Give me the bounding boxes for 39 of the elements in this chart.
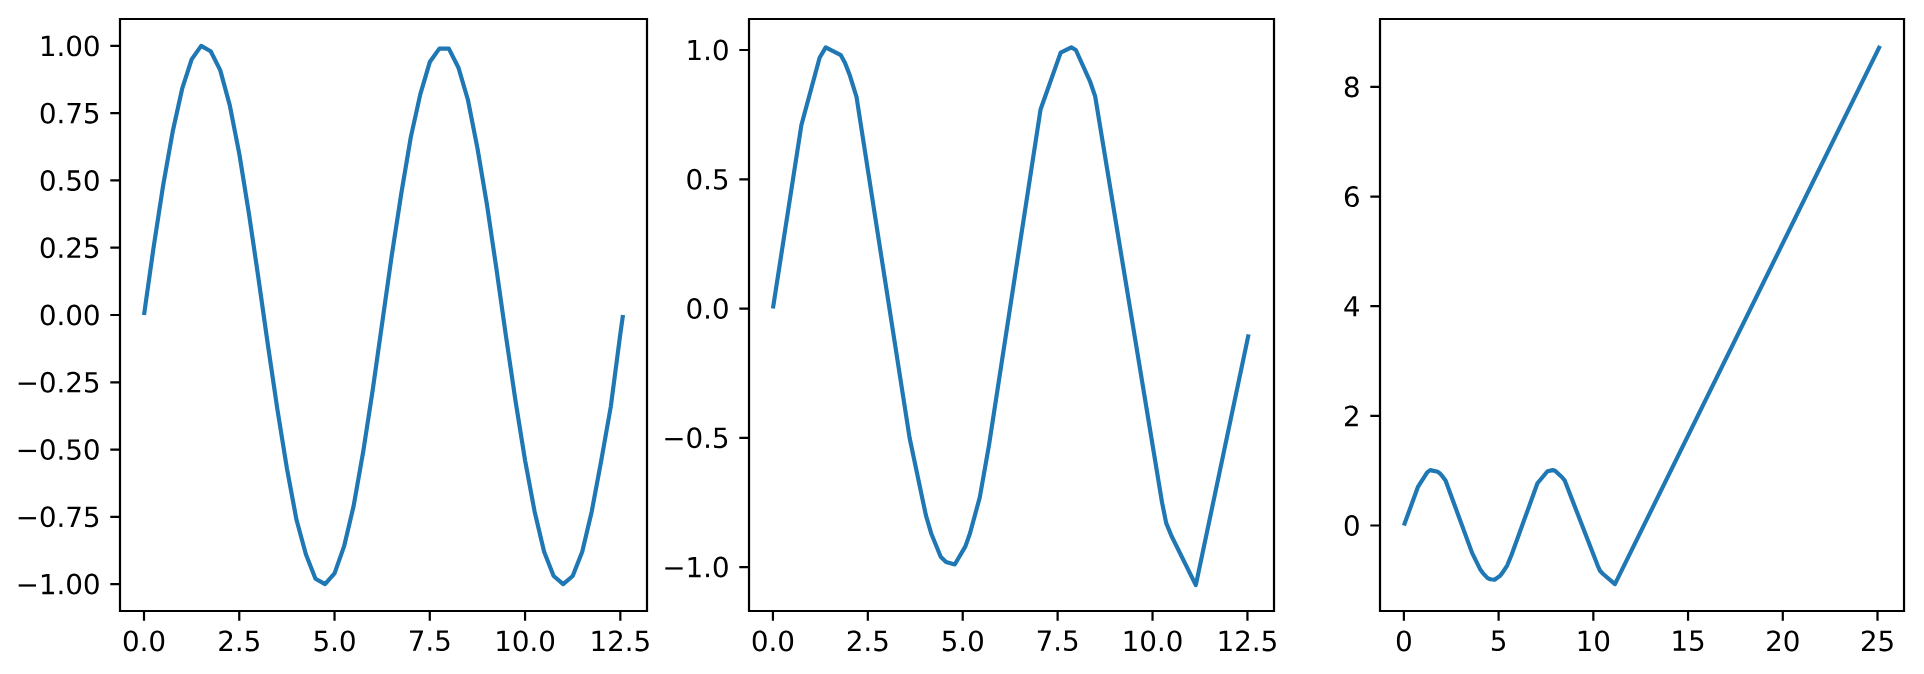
x-tick-label: 0.0 (752, 630, 794, 652)
y-tick-label: −0.50 (18, 439, 99, 461)
y-tick-label: 2 (1344, 405, 1358, 427)
y-tick-label: 0.0 (687, 298, 728, 319)
line-series (770, 45, 1251, 588)
y-tick-label: 1.0 (688, 39, 728, 61)
y-tick-label: 8 (1344, 76, 1359, 98)
y-tick-label: 0.75 (40, 102, 99, 124)
x-tick-label: 0 (1396, 630, 1411, 652)
y-tick-label: 0.50 (40, 169, 99, 191)
x-tick-label: 7.5 (1037, 630, 1078, 652)
y-tick-label: −0.25 (18, 371, 99, 393)
x-tick-label: 25 (1861, 630, 1893, 652)
x-tick-label: 5.0 (942, 630, 983, 652)
y-tick-label: 0.25 (40, 237, 99, 259)
y-tick-label: −1.0 (665, 556, 728, 578)
y-tick-label: 0.5 (687, 168, 728, 190)
x-tick-label: 7.5 (410, 630, 450, 652)
x-tick-label: 5 (1491, 630, 1505, 652)
x-tick-label: 15 (1673, 630, 1704, 652)
x-tick-label: 10.0 (1124, 630, 1182, 652)
y-tick-label: −0.5 (665, 427, 728, 449)
x-tick-label: 12.5 (592, 630, 649, 652)
y-tick-label: −0.75 (18, 506, 99, 528)
x-tick-label: 10 (1578, 630, 1610, 652)
x-tick-label: 5.0 (314, 630, 355, 652)
y-tick-label: −1.00 (18, 573, 99, 595)
y-tick-label: 4 (1344, 296, 1360, 317)
y-tick-label: 6 (1344, 186, 1359, 208)
y-tick-label: 0 (1344, 514, 1359, 536)
y-tick-label: 1.00 (41, 35, 99, 57)
x-tick-label: 2.5 (219, 630, 259, 652)
x-tick-label: 0.0 (123, 630, 165, 652)
x-tick-label: 20 (1767, 630, 1799, 652)
x-tick-label: 12.5 (1219, 630, 1276, 652)
line-series (1401, 43, 1883, 587)
x-tick-label: 10.0 (497, 630, 555, 652)
x-tick-label: 2.5 (847, 630, 888, 652)
y-tick-label: 0.00 (40, 304, 99, 326)
